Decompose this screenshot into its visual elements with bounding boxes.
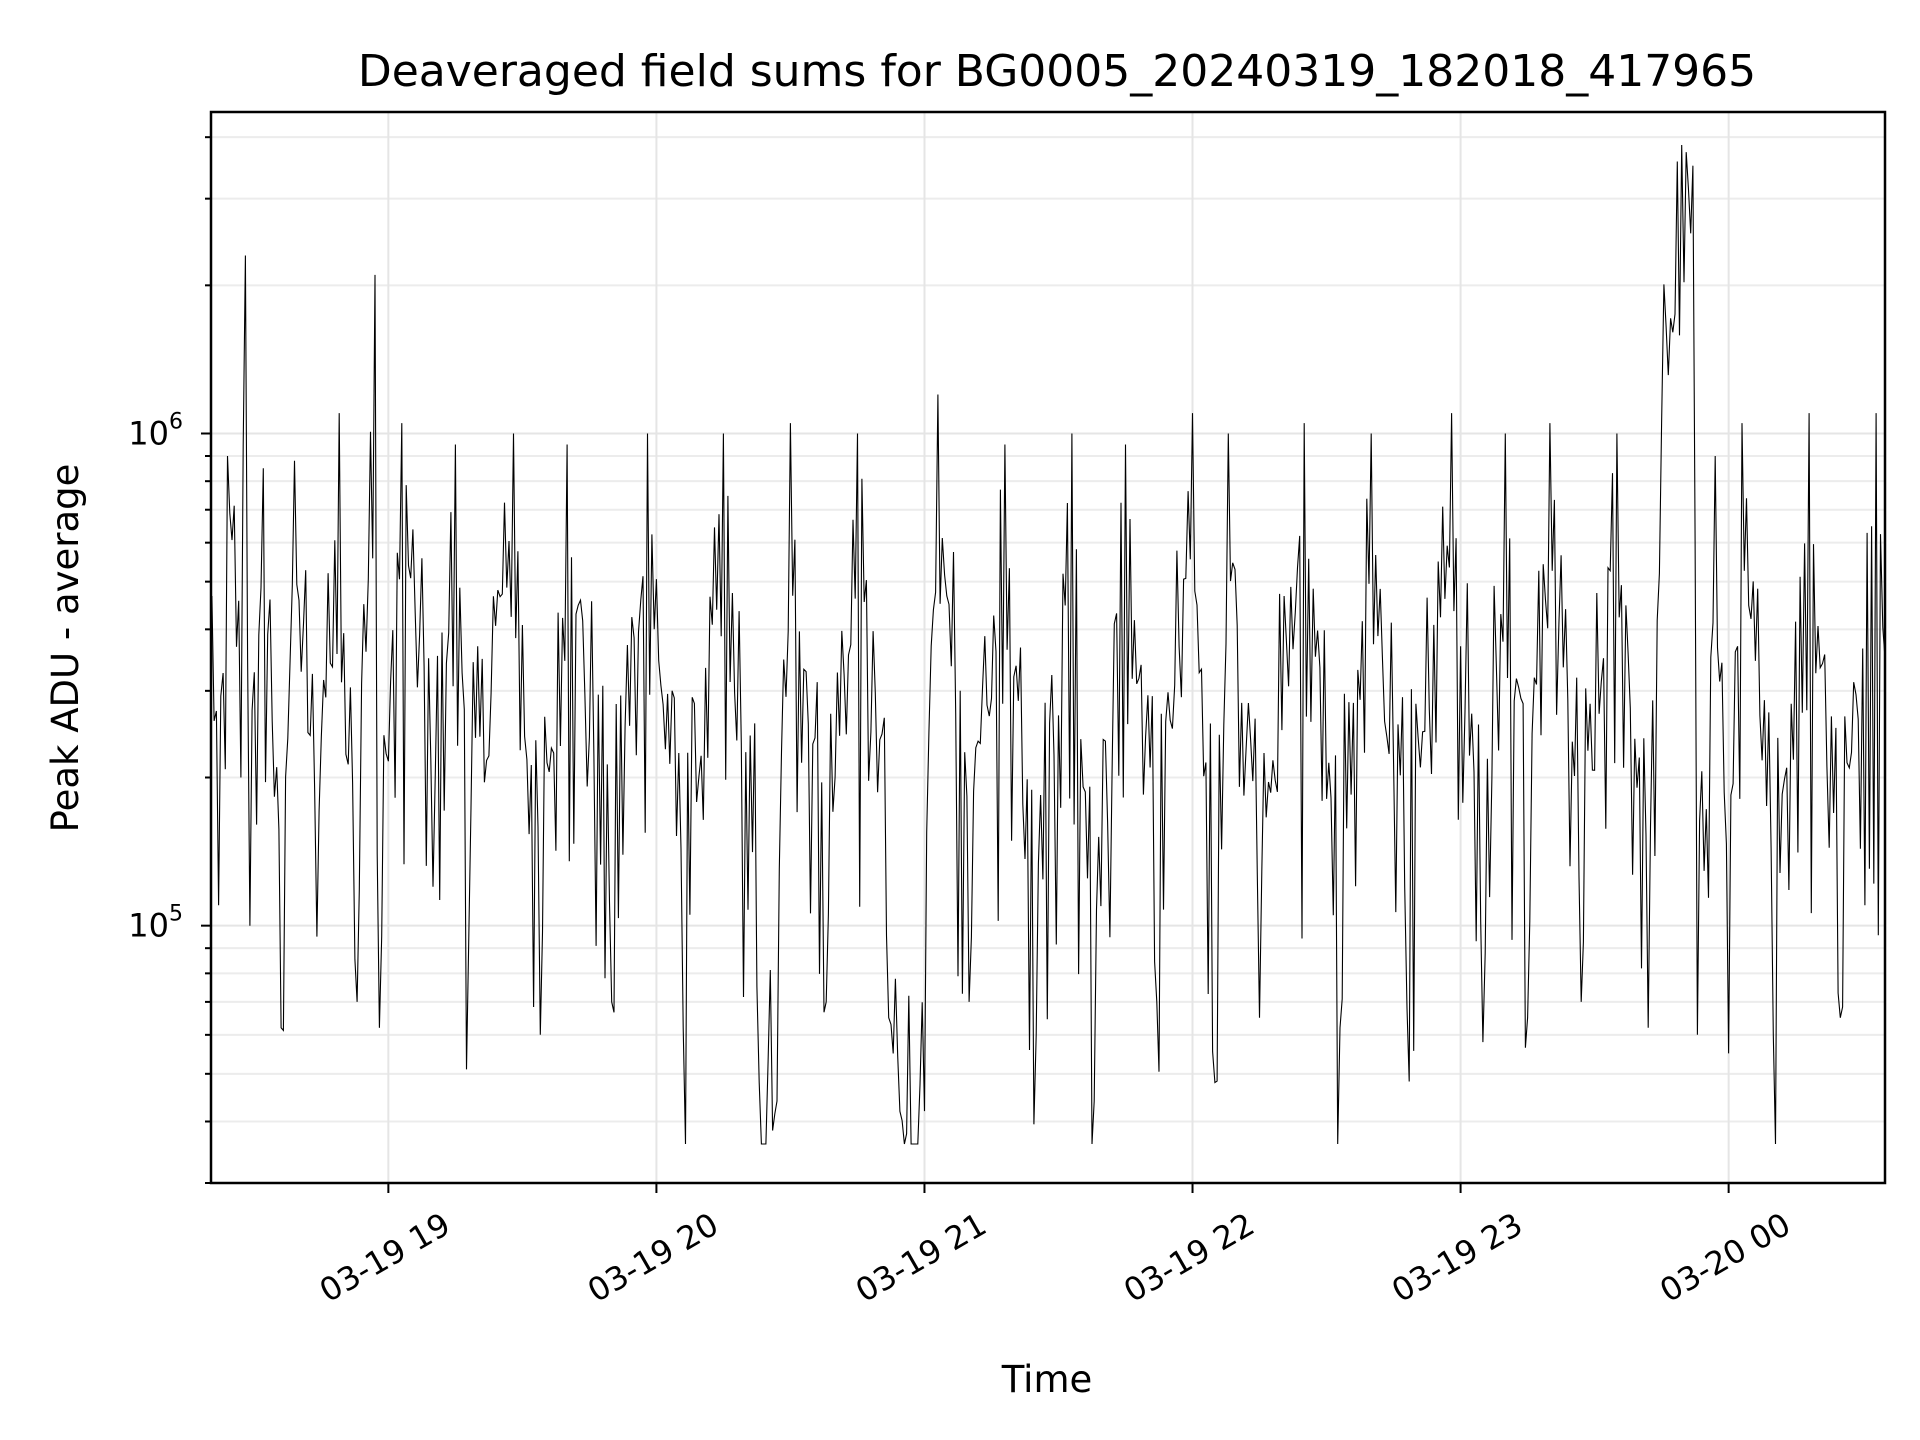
- x-tick-label: 03-19 20: [581, 1205, 725, 1310]
- x-tick-label: 03-19 19: [313, 1205, 457, 1310]
- y-tick-label: 106: [128, 409, 183, 452]
- plot-frame: [209, 110, 1887, 1185]
- grid-layer: [211, 112, 1885, 1184]
- x-tick-label: 03-20 00: [1653, 1205, 1797, 1310]
- x-tick-label: 03-19 23: [1385, 1205, 1529, 1310]
- series-line: [211, 144, 1886, 1145]
- x-tick-label: 03-19 21: [849, 1205, 993, 1310]
- y-axis-label: Peak ADU - average: [44, 464, 87, 833]
- chart-title: Deaveraged field sums for BG0005_2024031…: [358, 46, 1756, 97]
- y-tick-label: 105: [128, 902, 183, 945]
- x-axis-label: Time: [1001, 1358, 1093, 1401]
- ticks-layer: 105 106 03-19 19 03-19 20 03-19 21 03-19 22 03…: [128, 136, 1797, 1310]
- x-tick-label: 03-19 22: [1117, 1205, 1261, 1310]
